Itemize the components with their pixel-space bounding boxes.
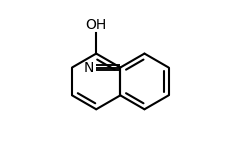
Text: OH: OH xyxy=(86,18,107,32)
Text: N: N xyxy=(84,60,94,75)
